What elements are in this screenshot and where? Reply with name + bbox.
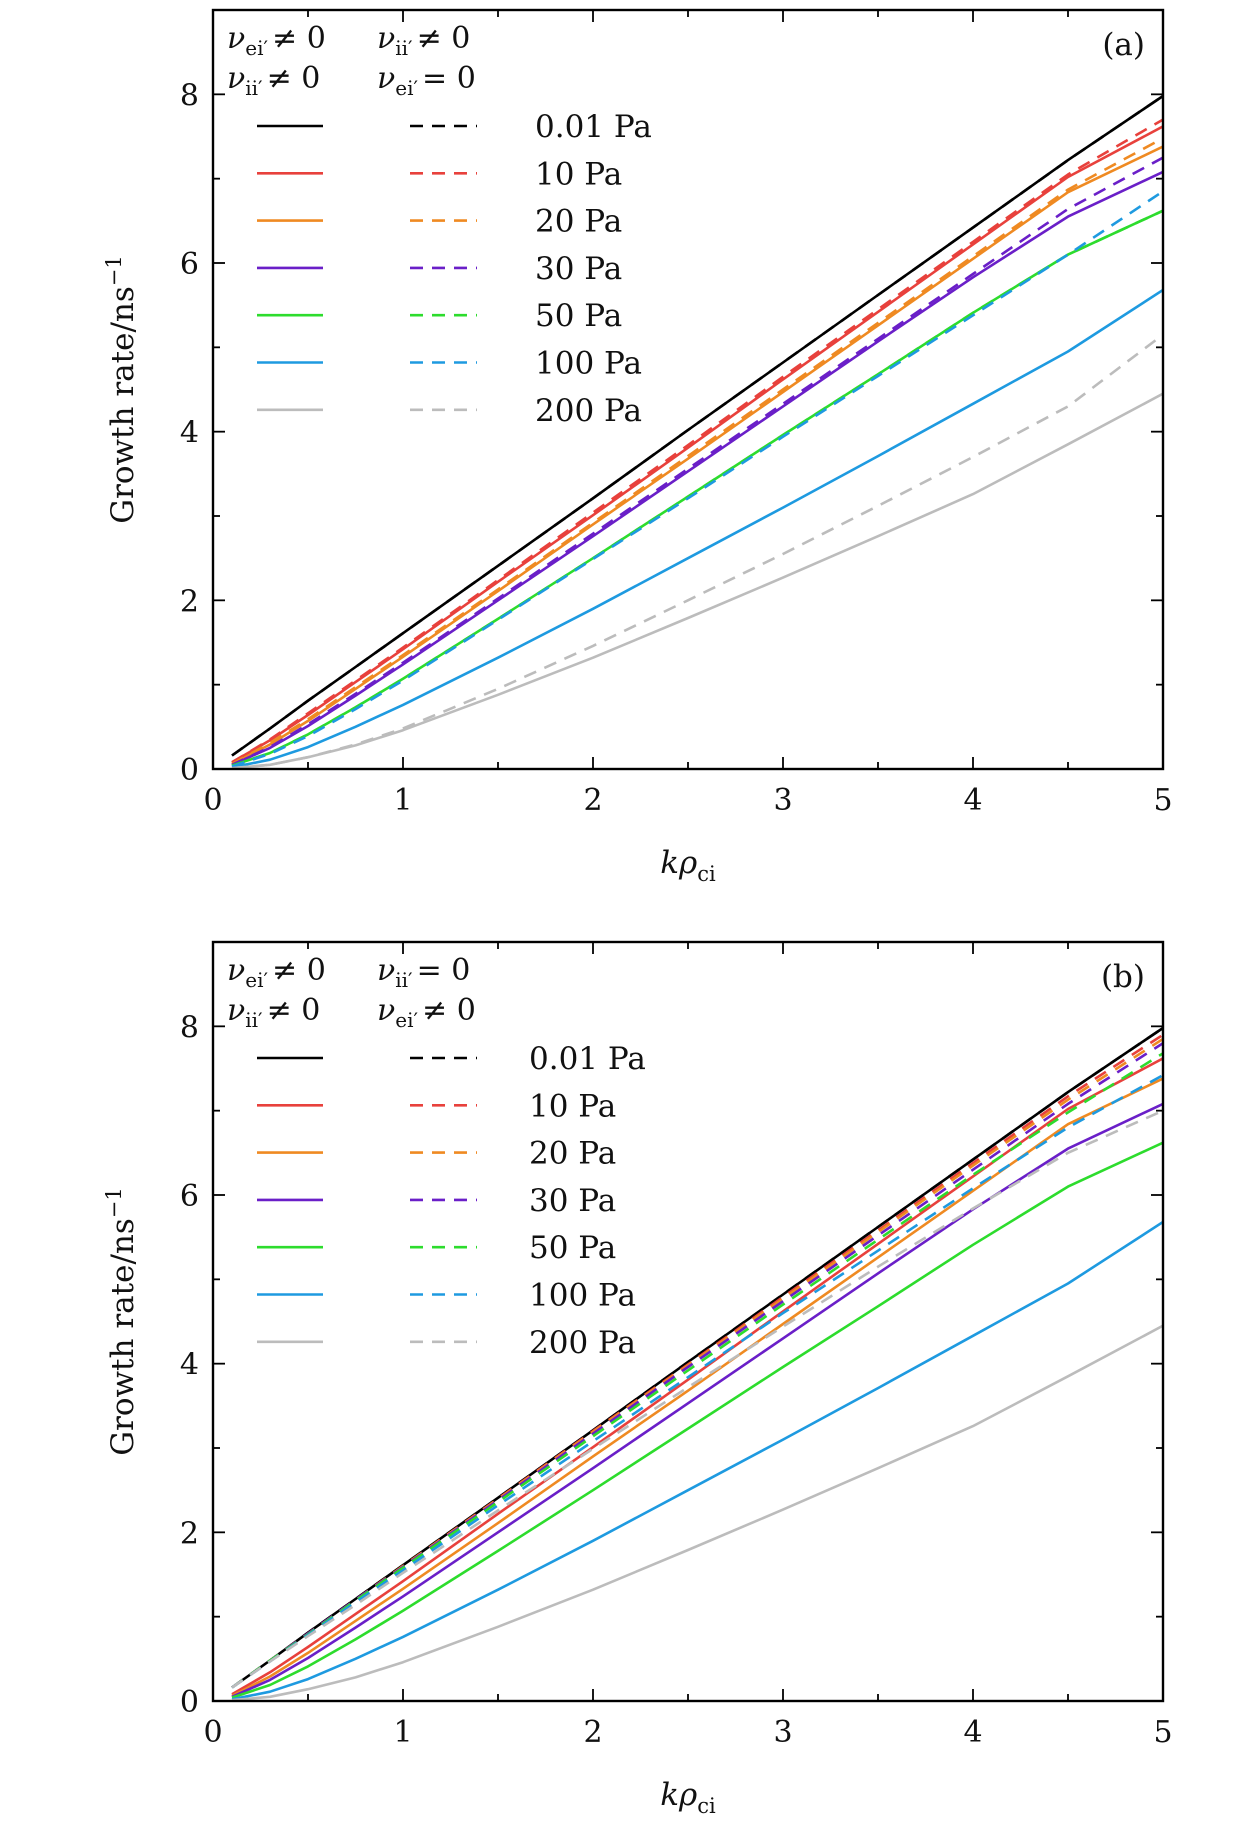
legend-label: 0.01 Pa [529, 1041, 646, 1077]
legend-header-dashed-line2: νei′ = 0 [377, 61, 476, 100]
y-tick-label: 0 [180, 753, 199, 788]
legend-header-solid-line2: νii′ ≠ 0 [227, 993, 320, 1032]
x-tick-label: 2 [583, 783, 602, 818]
series-line-solid-0_01-pa [231, 94, 1163, 757]
y-tick-label: 0 [180, 1685, 199, 1720]
x-tick-label: 5 [1153, 1715, 1172, 1750]
series-line-solid-20-pa [231, 145, 1163, 766]
chart-panel-b: 0 1 2 3 4 5 0 2 4 6 8 kρci Growth rate/ns−1 (b) νei′ ≠ … [102, 940, 1173, 1818]
x-tick-label: 3 [773, 783, 792, 818]
panel-label: (b) [1101, 959, 1145, 995]
y-tick-label: 8 [180, 78, 199, 113]
legend-label: 10 Pa [535, 156, 622, 192]
x-tick-label: 4 [963, 783, 982, 818]
legend-label: 10 Pa [529, 1088, 616, 1124]
chart-panel-a: 0 1 2 3 4 5 0 2 4 6 8 kρci Growth rate/ns−1 (a) νei′ ≠ … [102, 8, 1173, 886]
legend-label: 100 Pa [529, 1278, 636, 1314]
x-tick-label: 2 [583, 1715, 602, 1750]
legend-label: 0.01 Pa [535, 109, 652, 145]
y-tick-label: 2 [180, 1516, 199, 1551]
series-line-dashed-50-pa [231, 209, 1163, 767]
y-tick-label: 6 [180, 247, 199, 282]
series-line-solid-10-pa [231, 125, 1163, 764]
series-line-dashed-50-pa [231, 1052, 1163, 1689]
x-axis-title: kρci [660, 845, 716, 886]
legend-header-solid-line2: νii′ ≠ 0 [227, 61, 320, 100]
series-line-dashed-20-pa [231, 137, 1163, 766]
y-tick-label: 4 [180, 416, 199, 451]
x-tick-label: 3 [773, 1715, 792, 1750]
series-line-dashed-30-pa [231, 156, 1163, 766]
x-tick-label: 0 [203, 783, 222, 818]
x-tick-label: 0 [203, 1715, 222, 1750]
x-tick-label: 1 [393, 783, 412, 818]
legend-label: 50 Pa [535, 298, 622, 334]
x-tick-label: 5 [1153, 783, 1172, 818]
y-axis-title: Growth rate/ns−1 [102, 1187, 141, 1455]
series-group [231, 94, 1163, 769]
series-line-solid-20-pa [231, 1077, 1163, 1698]
series-line-dashed-200-pa [231, 1109, 1163, 1689]
legend-label: 30 Pa [535, 251, 622, 287]
legend-label: 20 Pa [535, 204, 622, 240]
series-line-dashed-10-pa [231, 118, 1163, 764]
series-line-solid-100-pa [231, 288, 1163, 769]
series-line-solid-50-pa [231, 1141, 1163, 1699]
series-line-solid-100-pa [231, 1220, 1163, 1701]
legend-header-solid-line1: νei′ ≠ 0 [227, 953, 326, 992]
series-line-solid-200-pa [231, 1324, 1163, 1701]
y-axis-title: Growth rate/ns−1 [102, 255, 141, 523]
legend-header-dashed-line1: νii′ ≠ 0 [377, 21, 470, 60]
legend-header-dashed-line2: νei′ ≠ 0 [377, 993, 476, 1032]
legend: 0.01 Pa 10 Pa 20 Pa 30 Pa 50 Pa 100 Pa 200 Pa [257, 1041, 646, 1361]
series-line-dashed-10-pa [231, 1033, 1163, 1689]
legend-label: 50 Pa [529, 1230, 616, 1266]
series-line-dashed-200-pa [231, 333, 1163, 769]
x-tick-label: 1 [393, 1715, 412, 1750]
series-line-solid-10-pa [231, 1057, 1163, 1696]
legend: 0.01 Pa 10 Pa 20 Pa 30 Pa 50 Pa 100 Pa 200 Pa [257, 109, 652, 429]
legend-header-solid-line1: νei′ ≠ 0 [227, 21, 326, 60]
series-line-dashed-0_01-pa [231, 94, 1163, 757]
legend-label: 200 Pa [535, 393, 642, 429]
y-tick-label: 2 [180, 584, 199, 619]
y-tick-label: 8 [180, 1010, 199, 1045]
series-line-dashed-20-pa [231, 1037, 1163, 1689]
plot-frame [211, 8, 1165, 771]
plot-frame [211, 940, 1165, 1703]
legend-label: 200 Pa [529, 1325, 636, 1361]
series-group [231, 1026, 1163, 1701]
x-axis-title: kρci [660, 1777, 716, 1818]
legend-label: 20 Pa [529, 1136, 616, 1172]
series-line-solid-30-pa [231, 170, 1163, 766]
y-tick-label: 6 [180, 1179, 199, 1214]
series-line-dashed-100-pa [231, 190, 1163, 768]
panel-label: (a) [1102, 27, 1145, 63]
legend-label: 30 Pa [529, 1183, 616, 1219]
legend-header-dashed-line1: νii′ = 0 [377, 953, 470, 992]
legend-label: 100 Pa [535, 346, 642, 382]
x-tick-label: 4 [963, 1715, 982, 1750]
y-tick-label: 4 [180, 1348, 199, 1383]
